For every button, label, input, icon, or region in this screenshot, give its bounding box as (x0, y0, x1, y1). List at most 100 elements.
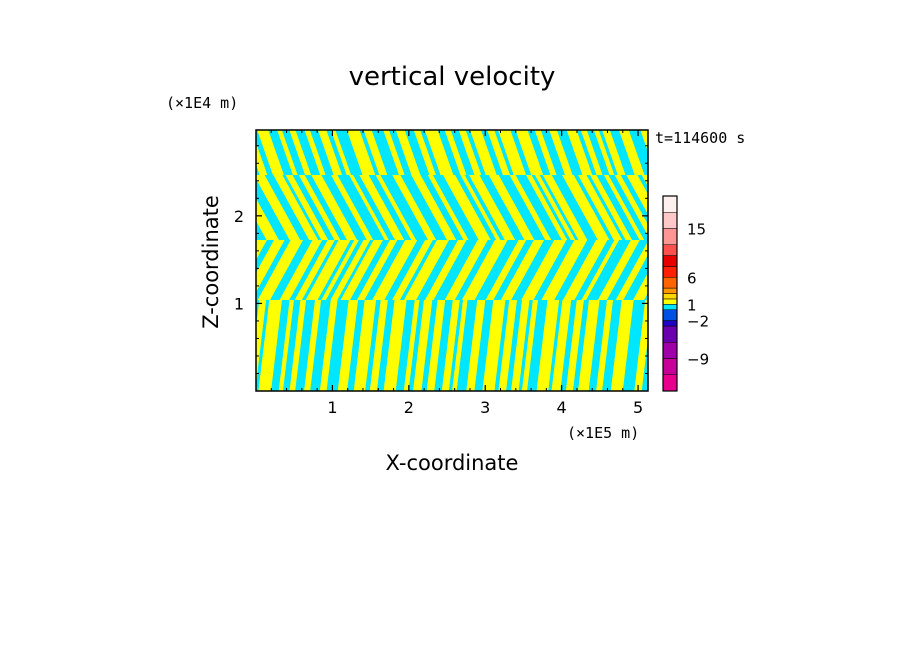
updraft-band-109 (403, 300, 420, 391)
colorbar-swatch (662, 309, 678, 321)
updraft-band-42 (311, 175, 358, 240)
colorbar-swatch (662, 304, 678, 311)
updraft-band-101 (278, 300, 294, 391)
colorbar-swatch (662, 293, 678, 300)
updraft-band-60 (589, 175, 633, 240)
updraft-band-70 (257, 240, 304, 300)
updraft-band-8 (304, 130, 326, 175)
updraft-band-113 (452, 300, 468, 391)
updraft-band-116 (498, 300, 517, 391)
y-tick-label: 2 (234, 207, 244, 226)
updraft-band-45 (359, 175, 405, 240)
colorbar-swatch (662, 374, 678, 392)
updraft-band-61 (603, 175, 645, 240)
updraft-band-68 (256, 240, 267, 260)
updraft-band-108 (383, 300, 407, 391)
updraft-band-105 (337, 300, 359, 391)
updraft-band-103 (304, 300, 322, 391)
colorbar-swatch (662, 195, 678, 213)
colorbar-swatch (662, 277, 678, 289)
updraft-band-39 (273, 175, 319, 240)
updraft-band-59 (578, 175, 623, 240)
updraft-band-23 (534, 130, 557, 175)
updraft-band-125 (634, 300, 648, 391)
y-unit-label: (×1E4 m) (166, 94, 238, 112)
updraft-band-73 (305, 240, 351, 300)
updraft-band-55 (526, 175, 568, 240)
updraft-band-85 (500, 240, 545, 300)
colorbar-swatch (662, 342, 678, 359)
updraft-band-12 (363, 130, 388, 175)
updraft-band-56 (534, 175, 576, 240)
colorbar-swatch (662, 244, 678, 256)
updraft-band-28 (602, 130, 626, 175)
updraft-band-110 (413, 300, 433, 391)
updraft-band-54 (509, 175, 552, 240)
updraft-band-84 (485, 240, 527, 300)
updraft-band-4 (256, 142, 268, 175)
updraft-band-100 (258, 300, 282, 391)
colorbar-swatch (662, 358, 678, 375)
updraft-band-5 (257, 130, 284, 175)
updraft-band-64 (641, 175, 648, 187)
updraft-band-46 (375, 175, 417, 240)
updraft-band-69 (256, 240, 285, 293)
y-axis-label: Z-coordinate (199, 195, 223, 329)
updraft-band-102 (289, 300, 307, 391)
updraft-band-44 (349, 175, 389, 240)
updraft-band-104 (319, 300, 338, 391)
y-tick-label: 1 (234, 294, 244, 313)
colorbar-swatch (662, 212, 678, 229)
x-axis-ticks: 1 2 3 4 5 (270, 130, 643, 417)
updraft-band-120 (551, 300, 572, 391)
updraft-band-63 (626, 175, 648, 215)
updraft-band-74 (321, 240, 359, 300)
updraft-band-97 (220, 300, 241, 391)
y-axis-ticks: 12 (234, 145, 648, 374)
updraft-band-114 (466, 300, 486, 391)
updraft-band-21 (497, 130, 527, 175)
updraft-band-53 (488, 175, 535, 240)
field-heatmap (185, 129, 649, 392)
colorbar-swatch (662, 298, 678, 305)
updraft-band-41 (298, 175, 341, 240)
updraft-band-22 (515, 130, 544, 175)
colorbar-swatch (662, 266, 678, 278)
updraft-band-106 (353, 300, 377, 391)
updraft-band-30 (640, 130, 648, 152)
colorbar-swatch (662, 228, 678, 245)
plot-frame (255, 129, 649, 392)
updraft-band-19 (469, 130, 497, 175)
x-tick-label: 2 (404, 398, 414, 417)
updraft-band-50 (442, 175, 491, 240)
updraft-band-18 (458, 130, 482, 175)
updraft-band-40 (285, 175, 329, 240)
updraft-band-43 (330, 175, 374, 240)
updraft-band-78 (372, 240, 418, 300)
updraft-band-91 (615, 241, 648, 300)
updraft-band-82 (444, 240, 488, 300)
updraft-band-107 (369, 300, 388, 391)
updraft-band-11 (346, 130, 376, 175)
updraft-band-27 (593, 130, 615, 175)
updraft-band-2 (211, 130, 235, 175)
updraft-band-9 (317, 130, 343, 175)
colorbar-frame (662, 195, 678, 392)
updraft-band-119 (536, 300, 560, 391)
updraft-band-123 (596, 300, 614, 391)
colorbar-swatch (662, 325, 678, 343)
updraft-band-16 (424, 130, 454, 175)
updraft-band-52 (469, 175, 516, 240)
updraft-band-58 (562, 175, 610, 240)
updraft-band-81 (425, 240, 467, 300)
updraft-band-83 (461, 240, 508, 300)
updraft-band-0 (185, 130, 210, 175)
updraft-band-115 (482, 300, 506, 391)
updraft-band-112 (441, 300, 460, 391)
time-label: t=114600 s (655, 129, 745, 147)
x-axis-label: X-coordinate (386, 451, 519, 475)
updraft-band-121 (565, 300, 584, 391)
updraft-band-1 (198, 130, 220, 175)
x-tick-label: 4 (557, 398, 567, 417)
